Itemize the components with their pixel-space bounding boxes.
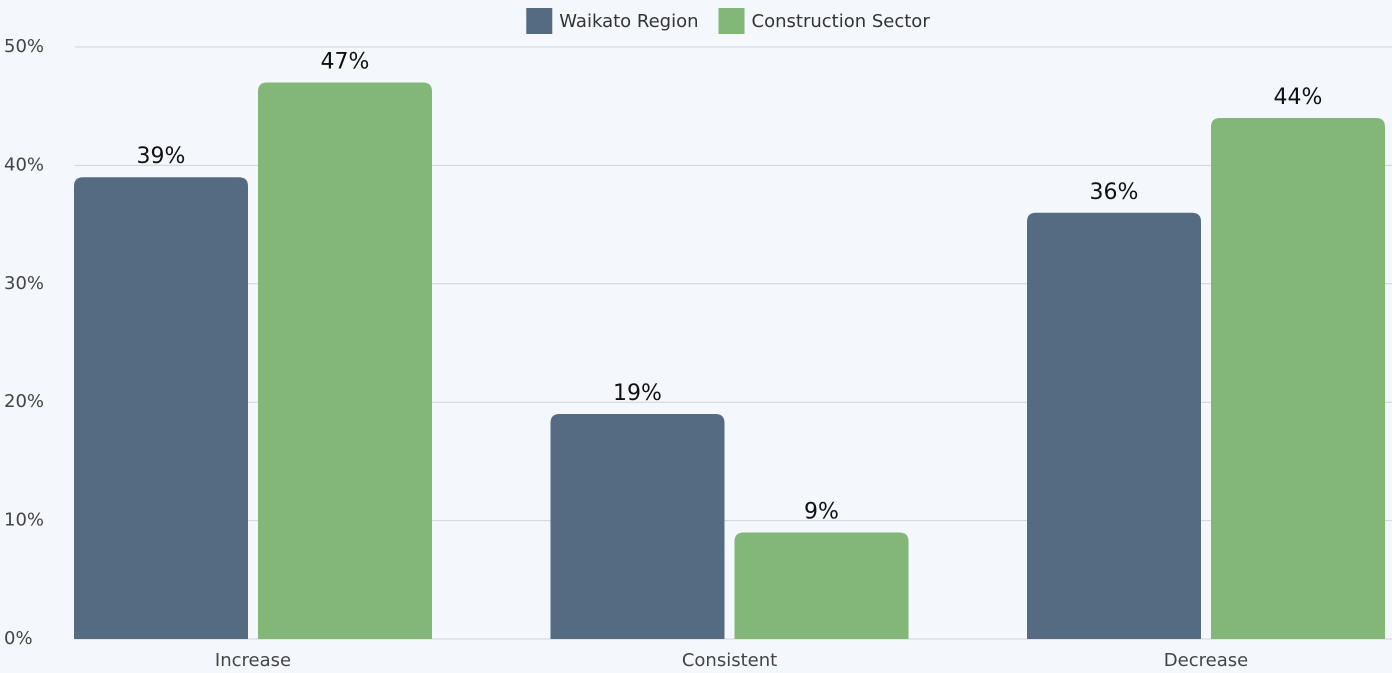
y-tick-label: 0% <box>4 628 33 649</box>
bar <box>1027 212 1201 639</box>
legend-swatch <box>718 8 745 34</box>
y-tick-label: 10% <box>4 510 44 531</box>
value-label: 9% <box>804 499 839 524</box>
y-tick-label: 50% <box>4 36 44 57</box>
value-label: 47% <box>321 50 370 75</box>
bar <box>734 532 909 639</box>
x-tick-label: Increase <box>215 650 291 671</box>
bar <box>258 82 432 639</box>
value-label: 36% <box>1090 180 1139 205</box>
x-tick-label: Consistent <box>682 650 777 671</box>
bar <box>74 177 248 640</box>
bar <box>1211 118 1385 640</box>
x-tick-label: Decrease <box>1164 650 1248 671</box>
y-tick-label: 40% <box>4 154 44 175</box>
y-tick-label: 20% <box>4 391 44 412</box>
value-label: 19% <box>613 381 662 406</box>
y-tick-label: 30% <box>4 273 44 294</box>
legend-label: Construction Sector <box>752 11 931 32</box>
value-label: 44% <box>1274 85 1323 110</box>
legend-swatch <box>526 8 553 34</box>
value-label: 39% <box>137 144 186 169</box>
bar <box>550 414 725 639</box>
legend-label: Waikato Region <box>559 11 698 32</box>
